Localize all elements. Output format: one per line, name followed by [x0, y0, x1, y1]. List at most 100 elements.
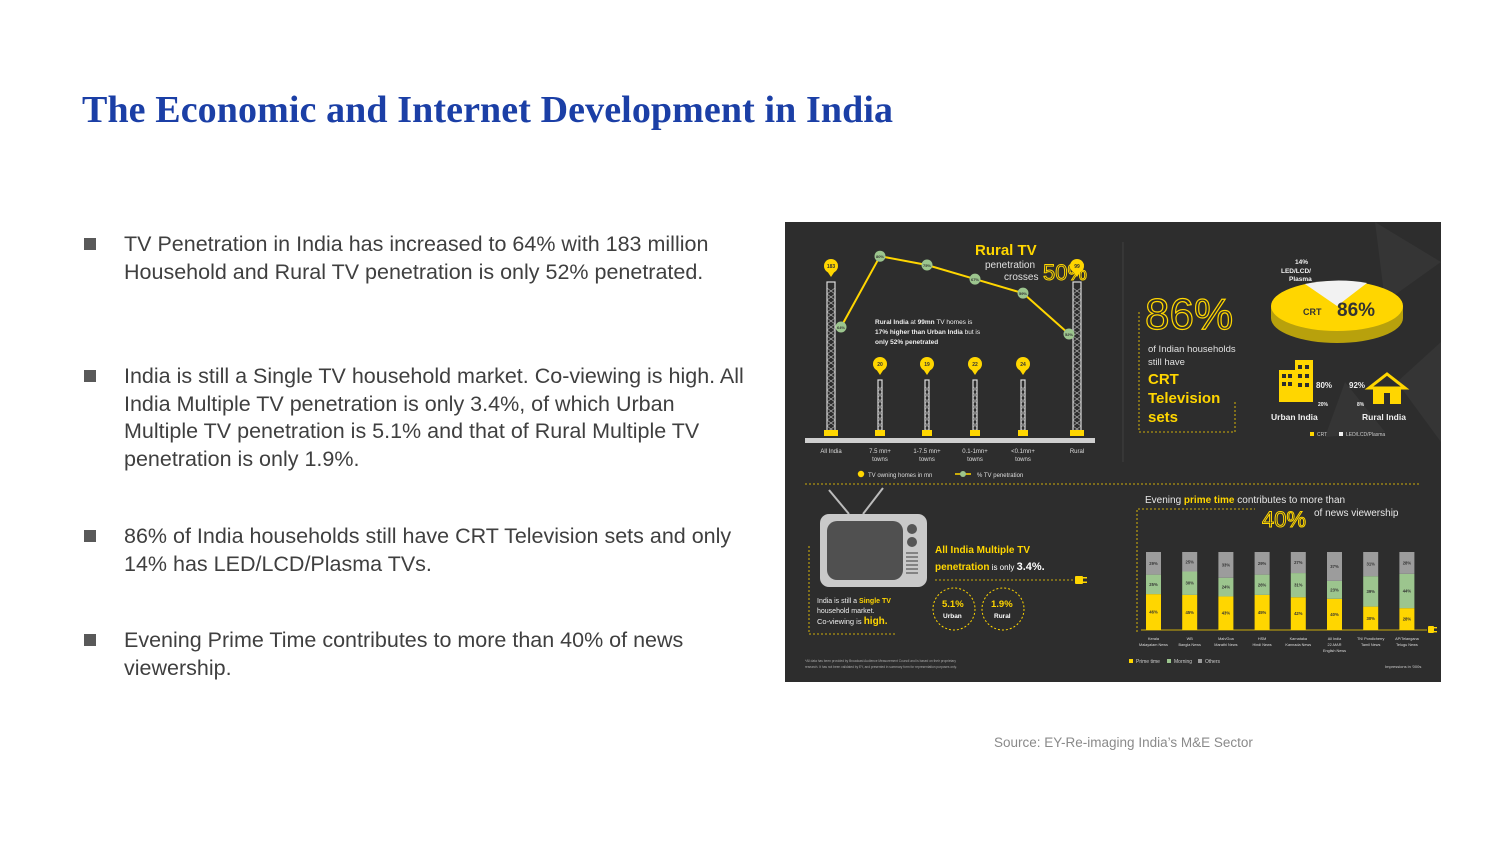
multiple-tv-section: All India Multiple TV penetration is onl… [805, 487, 1087, 669]
rural-line2: penetration [985, 260, 1035, 271]
bar-prime-segment [1363, 606, 1379, 630]
urban-multi-value: 5.1% [942, 599, 964, 610]
tower-label: Rural [1070, 449, 1084, 455]
transmission-tower [875, 379, 885, 436]
bar-others-segment [1254, 552, 1270, 575]
legend-morning-marker [1167, 659, 1171, 663]
stacked-bar: 45% 30% 25% [1182, 552, 1198, 630]
bar-others-label: 29% [1149, 561, 1158, 566]
bar-others-segment [1363, 552, 1379, 577]
bar-category-label: TN/ Pondicherry [1357, 637, 1385, 641]
rural-led-value: 8% [1357, 402, 1365, 408]
square-bullet-icon [84, 370, 96, 382]
urban-multi-ring [932, 587, 976, 631]
penetration-marker [969, 273, 981, 285]
bar-morning-label: 31% [1294, 583, 1303, 588]
bar-morning-segment [1363, 576, 1379, 607]
infographic-canvas: Rural TV penetration crosses 50% Rural I… [805, 222, 1441, 669]
multi-heading-1: All India Multiple TV [935, 545, 1030, 556]
pie-led-label-2: Plasma [1289, 276, 1312, 283]
urban-multi-label: Urban [943, 613, 962, 620]
rural-note-3: only 52% penetrated [875, 339, 938, 346]
led-legend-text: LED/LCD/Plasma [1346, 432, 1385, 438]
footnote-line-2: research. It has not been validated by E… [805, 665, 957, 669]
bar-prime-segment [1290, 597, 1306, 630]
tower-label: 7.5 mn+ [869, 449, 891, 455]
rural-title: Rural TV [975, 242, 1037, 259]
homes-pin-icon [824, 259, 838, 273]
bar-others-segment [1399, 552, 1415, 574]
penetration-marker [921, 259, 933, 271]
legend-pen-marker [960, 471, 966, 477]
penetration-marker [1063, 328, 1075, 340]
transmission-tower [1018, 379, 1028, 436]
homes-pin-icon [968, 357, 982, 371]
bar-morning-segment [1146, 574, 1161, 595]
bar-category-label-2: Tamil News [1361, 643, 1381, 647]
bar-prime-segment [1327, 598, 1342, 630]
bullet-item: 86% of India households still have CRT T… [84, 523, 744, 578]
bar-category-label: AP/Telangana [1395, 637, 1420, 641]
bar-others-label: 27% [1294, 560, 1303, 565]
crt-line-2: still have [1148, 357, 1185, 368]
legend-prime-marker [1129, 659, 1133, 663]
bar-morning-label: 26% [1258, 582, 1267, 587]
bar-category-label-2: Hindi News [1252, 643, 1271, 647]
stacked-bar: 30% 39% 31% [1363, 552, 1379, 630]
penetration-value: 75% [923, 263, 931, 268]
homes-pin-tip [876, 369, 884, 375]
rural-multi-label: Rural [994, 613, 1011, 620]
bar-category-label-2: Telugu News [1396, 643, 1418, 647]
crt-label-1: CRT [1148, 371, 1179, 388]
bar-others-label: 37% [1330, 564, 1339, 569]
bar-others-segment [1146, 552, 1161, 575]
rural-label: Rural India [1362, 412, 1406, 422]
bar-category-label: All India [1328, 637, 1342, 641]
bar-category-label-2: Marathi News [1214, 643, 1237, 647]
bar-morning-segment [1182, 571, 1198, 595]
penetration-value: 59% [1019, 291, 1027, 296]
rural-multi-value: 1.9% [991, 599, 1013, 610]
bar-morning-segment [1290, 573, 1306, 598]
bar-prime-label: 43% [1222, 611, 1231, 616]
bar-prime-segment [1399, 608, 1415, 630]
legend-homes-text: TV owning homes in mn [868, 473, 932, 479]
homes-value: 19 [924, 362, 930, 368]
penetration-value: 64% [837, 325, 845, 330]
single-tv-line-1: India is still a Single TV [817, 598, 891, 605]
tv-icon [820, 487, 927, 587]
bar-morning-segment [1218, 577, 1234, 597]
legend-prime-text: Prime time [1136, 659, 1160, 665]
rural-tv-section: Rural TV penetration crosses 50% Rural I… [805, 242, 1095, 479]
stacked-bar: 40% 23% 37% [1327, 552, 1342, 630]
background-triangles [1325, 222, 1441, 442]
crt-label-3: sets [1148, 409, 1178, 426]
bar-prime-label: 28% [1403, 617, 1412, 622]
homes-pin-icon [1070, 259, 1084, 273]
penetration-markers: 183 64% 20 80% 19 75% 22 67% 24 59% 99 52% [824, 250, 1084, 375]
penetration-value: 52% [1065, 332, 1073, 337]
bar-others-label: 25% [1186, 559, 1195, 564]
bar-morning-label: 39% [1367, 589, 1376, 594]
tower-label: <0.1mn+ [1011, 449, 1035, 455]
crt-line-1: of Indian households [1148, 344, 1236, 355]
square-bullet-icon [84, 634, 96, 646]
bar-morning-segment [1327, 580, 1342, 599]
prime-time-section: Evening prime time contributes to more t… [1129, 495, 1437, 669]
bar-prime-label: 40% [1330, 612, 1339, 617]
bar-prime-segment [1146, 594, 1161, 630]
tower-label: 0.1-1mn+ [962, 449, 988, 455]
penetration-value: 80% [876, 254, 884, 259]
homes-pin-tip [971, 369, 979, 375]
bar-category-label: WB [1187, 637, 1194, 641]
bar-morning-label: 23% [1330, 587, 1339, 592]
bar-prime-label: 46% [1149, 610, 1158, 615]
bar-category-label: Karnataka [1290, 637, 1308, 641]
homes-value: 20 [877, 362, 883, 368]
bar-prime-label: 30% [1367, 616, 1376, 621]
prime-heading-1: Evening prime time contributes to more t… [1145, 495, 1345, 506]
prime-category-labels: Kerala Malayalam News WB Bangla News Mah/Goa… [1139, 637, 1420, 653]
bar-category-label: HSM [1258, 637, 1266, 641]
homes-pin-tip [923, 369, 931, 375]
rural-crt-value: 92% [1349, 381, 1365, 390]
